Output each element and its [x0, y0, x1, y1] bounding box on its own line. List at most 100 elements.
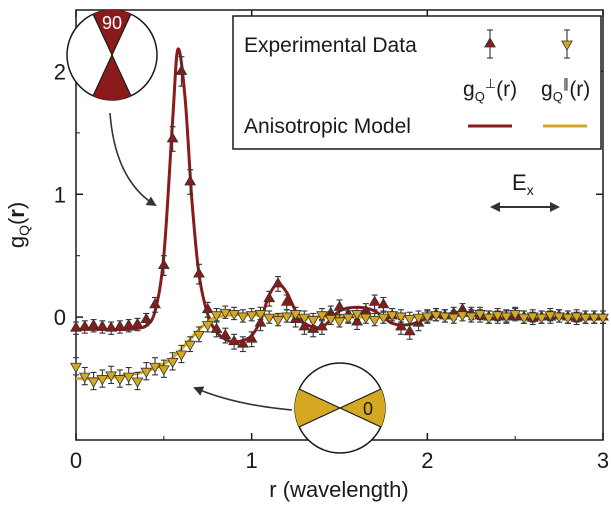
data-point-perp [149, 296, 161, 313]
triangle-up-marker [96, 320, 109, 331]
triangle-down-marker [272, 316, 284, 327]
data-point-par [447, 310, 460, 324]
data-point-par [263, 310, 276, 324]
triangle-down-marker [149, 362, 161, 374]
data-point-par [579, 310, 592, 324]
legend-symbols [468, 29, 587, 128]
triangle-up-marker [333, 300, 346, 311]
data-point-par [544, 307, 557, 322]
data-point-par [412, 310, 425, 324]
triangle-down-marker [184, 340, 197, 351]
data-point-perp [403, 323, 416, 340]
triangle-down-marker [298, 313, 311, 324]
x-tick-label: 2 [421, 448, 433, 473]
triangle-down-marker [518, 313, 530, 324]
triangle-down-marker [561, 313, 574, 324]
triangle-down-marker [307, 316, 320, 327]
triangle-up-marker [140, 312, 153, 324]
triangle-up-marker [175, 64, 188, 75]
data-point-perp [140, 312, 153, 327]
y-tick-label: 2 [54, 59, 66, 84]
triangle-up-marker [316, 320, 328, 331]
triangle-down-marker [87, 377, 100, 388]
triangle-up-marker [307, 322, 320, 333]
triangle-down-marker [368, 316, 381, 327]
triangle-down-marker [447, 313, 460, 324]
triangle-up-marker [272, 277, 284, 288]
triangle-up-marker [263, 291, 276, 303]
triangle-up-marker [70, 321, 82, 332]
data-point-perp [193, 263, 205, 285]
triangle-down-marker [140, 367, 153, 378]
legend-col-perp: gQ⊥(r) [463, 76, 517, 104]
x-tick-label: 3 [597, 448, 609, 473]
triangle-up-marker [228, 334, 241, 346]
triangle-down-marker [166, 357, 179, 369]
data-point-par [500, 309, 513, 323]
data-point-par [140, 362, 153, 381]
triangle-down-marker [114, 375, 126, 386]
data-point-par [236, 309, 249, 323]
data-point-par [272, 312, 284, 327]
data-point-par [254, 306, 267, 321]
inset-par-label: 0 [363, 399, 373, 419]
triangle-down-marker [395, 312, 407, 323]
data-point-par [289, 306, 302, 321]
data-point-perp [184, 169, 197, 195]
data-point-par [359, 310, 372, 324]
data-point-par [280, 309, 293, 323]
triangle-down-marker [333, 317, 346, 328]
triangle-down-marker [438, 312, 451, 323]
data-point-par [219, 305, 232, 320]
data-point-perp [228, 333, 241, 350]
triangle-up-marker [114, 320, 126, 331]
legend-col-par: gQ∥(r) [541, 76, 590, 104]
triangle-down-marker [280, 312, 293, 323]
data-point-perp [70, 321, 82, 335]
triangle-down-marker [193, 330, 205, 342]
data-point-par [70, 357, 82, 376]
inset-perp-edge-2 [92, 13, 132, 97]
data-point-par [456, 307, 469, 322]
data-point-par [149, 357, 161, 376]
inset-perp-arrow [109, 112, 157, 207]
triangle-up-marker [395, 320, 407, 331]
triangle-down-marker [201, 321, 214, 332]
inset-perp-label: 90 [102, 13, 122, 33]
triangle-up-marker [298, 320, 311, 331]
legend: Experimental Data Anisotropic Model gQ⊥(… [232, 15, 602, 150]
triangle-down-marker [105, 371, 118, 382]
data-point-par [535, 310, 548, 324]
data-point-par [307, 312, 320, 327]
triangle-down-marker [570, 312, 583, 323]
data-point-par [430, 307, 443, 322]
data-point-par [386, 307, 399, 322]
data-point-par [588, 310, 601, 324]
triangle-down-marker [386, 311, 399, 322]
data-point-par [122, 366, 135, 386]
triangle-up-marker [157, 258, 170, 269]
data-point-perp [87, 318, 100, 333]
data-point-perp [245, 331, 258, 348]
triangle-up-marker [193, 267, 205, 278]
data-point-perp [122, 318, 135, 333]
data-point-par [333, 314, 346, 328]
triangle-down-marker [122, 372, 135, 383]
y-tick-label: 1 [54, 182, 66, 207]
triangle-down-marker [597, 313, 609, 324]
x-tick-label: 1 [246, 448, 258, 473]
triangle-up-marker [245, 332, 258, 343]
field-label: Ex [512, 170, 534, 198]
data-point-par [377, 310, 390, 324]
triangle-up-marker [377, 298, 390, 309]
triangle-down-marker [316, 311, 328, 322]
triangle-down-marker [403, 314, 416, 326]
y-axis-label-group: gQ(r) [4, 202, 32, 248]
triangle-down-marker [219, 308, 232, 320]
inset-par-right-wedge [340, 389, 386, 427]
data-point-perp [114, 320, 126, 334]
data-point-par [114, 369, 126, 388]
data-point-perp [272, 276, 284, 292]
data-point-perp [105, 321, 118, 335]
